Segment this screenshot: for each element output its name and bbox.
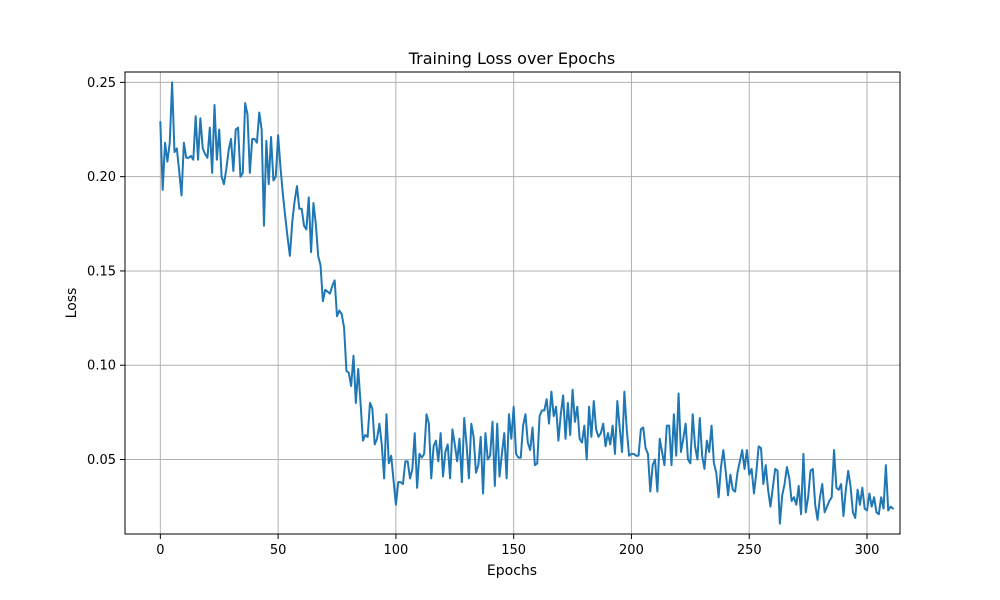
x-axis: 0 50 100 150 200 250 300 (156, 534, 879, 558)
x-tick-label: 0 (156, 543, 164, 558)
y-tick-label: 0.25 (87, 76, 116, 91)
y-axis-label: Loss (64, 288, 80, 319)
loss-series-line (159, 81, 894, 525)
y-tick-label: 0.05 (87, 453, 116, 468)
x-tick-label: 100 (383, 543, 408, 558)
chart-title: Training Loss over Epochs (408, 49, 616, 68)
x-tick-label: 50 (270, 543, 287, 558)
y-axis: 0.05 0.10 0.15 0.20 0.25 (87, 76, 125, 468)
x-tick-label: 150 (501, 543, 526, 558)
x-axis-label: Epochs (487, 563, 537, 579)
x-tick-label: 250 (737, 543, 762, 558)
y-tick-label: 0.15 (87, 264, 116, 279)
y-tick-label: 0.10 (87, 359, 116, 374)
grid (125, 72, 900, 534)
plot-frame (124, 71, 901, 535)
x-tick-label: 300 (855, 543, 880, 558)
y-tick-label: 0.20 (87, 170, 116, 185)
series-layer (159, 81, 894, 525)
x-tick-label: 200 (619, 543, 644, 558)
